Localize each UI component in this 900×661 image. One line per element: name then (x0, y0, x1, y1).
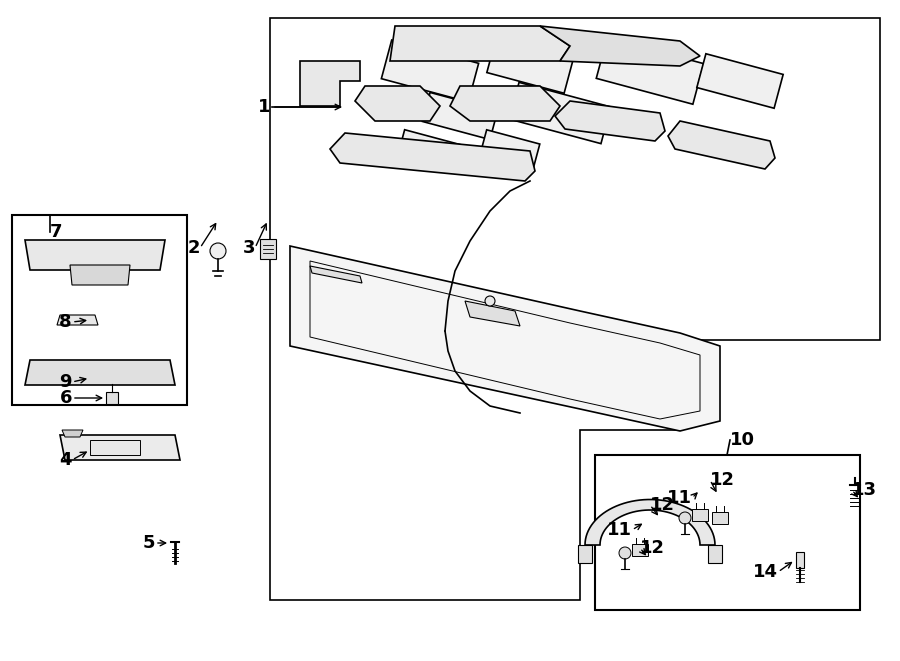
Text: 9: 9 (59, 373, 72, 391)
Text: 6: 6 (59, 389, 72, 407)
Polygon shape (300, 61, 360, 106)
Polygon shape (330, 133, 535, 181)
Text: 7: 7 (50, 223, 62, 241)
Polygon shape (697, 54, 783, 108)
Polygon shape (509, 83, 611, 143)
Text: 12: 12 (640, 539, 665, 557)
Text: 12: 12 (710, 471, 735, 489)
Polygon shape (585, 500, 715, 545)
Bar (595, 455, 860, 610)
Text: 3: 3 (242, 239, 255, 257)
Polygon shape (290, 246, 720, 431)
Bar (106, 392, 118, 404)
Circle shape (210, 243, 226, 259)
Polygon shape (555, 101, 665, 141)
Polygon shape (597, 38, 704, 104)
Text: 11: 11 (667, 489, 692, 507)
Polygon shape (382, 40, 479, 102)
Text: 13: 13 (852, 481, 877, 499)
Polygon shape (60, 435, 180, 460)
Polygon shape (310, 266, 362, 283)
Text: 1: 1 (257, 98, 270, 116)
Text: 10: 10 (730, 431, 755, 449)
Text: 14: 14 (753, 563, 778, 581)
Polygon shape (57, 315, 98, 325)
Polygon shape (62, 430, 83, 437)
Polygon shape (450, 86, 560, 121)
Polygon shape (390, 26, 570, 61)
Polygon shape (70, 265, 130, 285)
Circle shape (679, 512, 691, 524)
Text: 12: 12 (650, 496, 675, 514)
Bar (796, 552, 804, 568)
Polygon shape (668, 121, 775, 169)
Text: 8: 8 (59, 313, 72, 331)
Polygon shape (487, 39, 573, 93)
Circle shape (485, 296, 495, 306)
Text: 5: 5 (142, 534, 155, 552)
Polygon shape (692, 509, 708, 521)
Polygon shape (712, 512, 728, 524)
Polygon shape (540, 26, 700, 66)
Bar (12, 215, 187, 405)
Polygon shape (422, 93, 498, 139)
Bar (90, 440, 140, 455)
Polygon shape (465, 301, 520, 326)
Polygon shape (25, 240, 165, 270)
Polygon shape (481, 130, 540, 168)
Polygon shape (398, 130, 463, 173)
Text: 2: 2 (187, 239, 200, 257)
Text: 4: 4 (59, 451, 72, 469)
Text: 11: 11 (607, 521, 632, 539)
Polygon shape (260, 239, 276, 259)
Bar (708, 545, 722, 563)
Polygon shape (25, 360, 175, 385)
Polygon shape (632, 544, 648, 556)
Circle shape (619, 547, 631, 559)
Polygon shape (355, 86, 440, 121)
Bar (578, 545, 592, 563)
